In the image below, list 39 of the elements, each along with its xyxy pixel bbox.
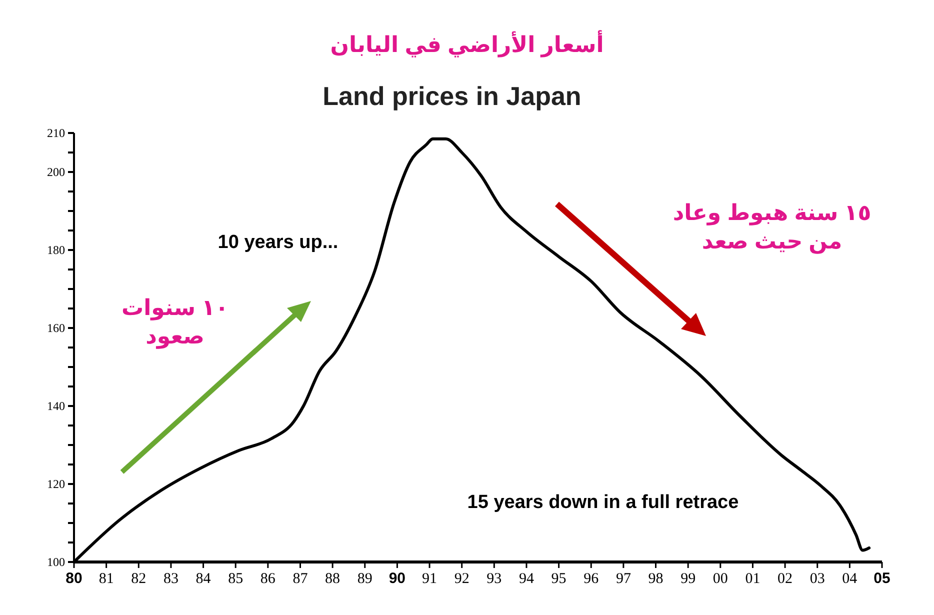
- y-tick-label: 140: [47, 399, 65, 414]
- x-tick-label: 95: [551, 571, 566, 587]
- annotation: 10 years up...: [218, 232, 338, 253]
- chart-title: أسعار الأراضي في اليابان: [330, 30, 604, 58]
- x-tick-label: 99: [680, 571, 696, 587]
- x-tick-label: 05: [874, 570, 890, 587]
- y-tick-label: 160: [47, 321, 65, 336]
- chart-subtitle: Land prices in Japan: [322, 81, 582, 111]
- y-tick-label: 200: [47, 165, 65, 180]
- x-tick-label: 94: [518, 571, 534, 587]
- y-tick-label: 180: [47, 243, 65, 258]
- x-tick-label: 04: [842, 571, 858, 587]
- y-tick-label: 100: [47, 555, 65, 570]
- x-tick-label: 82: [131, 571, 146, 587]
- annotation: 15 years down in a full retrace: [467, 492, 739, 513]
- x-tick-label: 92: [454, 571, 470, 587]
- y-tick-label: 210: [47, 126, 65, 140]
- x-tick-label: 80: [66, 570, 82, 587]
- x-tick-label: 01: [745, 571, 760, 587]
- annotation: ١٠ سنوات صعود: [121, 295, 229, 350]
- y-tick-label: 120: [47, 477, 65, 492]
- x-tick-label: 86: [260, 571, 276, 587]
- x-tick-label: 02: [778, 571, 793, 587]
- x-tick-label: 00: [712, 571, 728, 587]
- x-tick-label: 93: [486, 571, 502, 587]
- x-tick-label: 88: [325, 571, 340, 587]
- x-tick-label: 91: [422, 571, 438, 587]
- x-tick-label: 87: [292, 571, 308, 587]
- x-tick-label: 97: [616, 571, 632, 587]
- x-tick-label: 98: [648, 571, 664, 587]
- annotation: ١٥ سنة هبوط وعاد من حيث صعد: [672, 200, 872, 255]
- x-tick-label: 84: [196, 571, 212, 587]
- x-tick-label: 85: [228, 571, 244, 587]
- x-tick-label: 96: [584, 571, 600, 587]
- x-tick-label: 89: [357, 571, 372, 587]
- x-tick-label: 83: [163, 571, 178, 587]
- x-tick-label: 81: [98, 571, 114, 587]
- x-tick-label: 03: [810, 571, 825, 587]
- x-tick-label: 90: [388, 570, 406, 587]
